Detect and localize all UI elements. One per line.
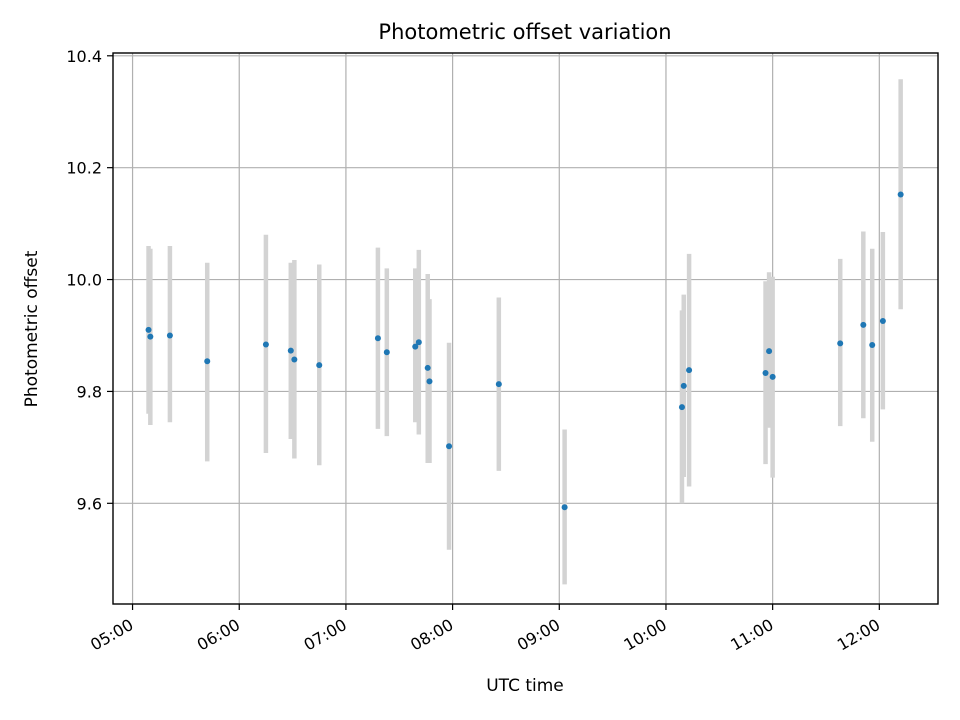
data-point [147, 333, 154, 340]
grid-lines [113, 53, 938, 604]
x-tick-label: 08:00 [407, 615, 456, 655]
plot-frame [112, 52, 939, 605]
y-tick-label: 10.0 [66, 271, 102, 290]
x-tick-label: 06:00 [194, 615, 243, 655]
data-point [426, 378, 433, 385]
data-point [837, 340, 844, 347]
data-points [145, 191, 904, 511]
data-point [204, 358, 211, 365]
data-point [680, 382, 687, 389]
data-point [287, 347, 294, 354]
data-point [383, 349, 390, 356]
data-point [766, 348, 773, 355]
data-point [262, 341, 269, 348]
y-axis-label: Photometric offset [22, 250, 42, 407]
x-tick-label: 12:00 [834, 615, 883, 655]
data-point [769, 373, 776, 380]
data-point [686, 367, 693, 374]
x-tick-label: 07:00 [300, 615, 349, 655]
data-point [424, 364, 431, 371]
x-tick-label: 11:00 [727, 615, 776, 655]
data-point [762, 369, 769, 376]
data-point [166, 332, 173, 339]
x-axis-label: UTC time [486, 676, 564, 696]
y-tick-label: 10.2 [66, 159, 102, 178]
data-point [869, 342, 876, 349]
y-tick-label: 10.4 [66, 47, 102, 66]
data-point [291, 356, 298, 363]
data-point [415, 339, 422, 346]
y-tick-label: 9.6 [77, 494, 102, 513]
data-point [897, 191, 904, 198]
axis-ticks: 05:00 06:00 07:00 08:00 09:00 10:00 11:00 12:00… [66, 47, 883, 655]
y-tick-label: 9.8 [77, 382, 102, 401]
error-bars [146, 79, 903, 585]
x-tick-label: 05:00 [87, 615, 136, 655]
data-point [446, 443, 453, 450]
data-point [561, 504, 568, 511]
data-point [860, 321, 867, 328]
data-point [374, 335, 381, 342]
data-point [316, 362, 323, 369]
data-point [495, 381, 502, 388]
data-point [412, 343, 419, 350]
data-point [145, 326, 152, 333]
x-tick-label: 09:00 [514, 615, 563, 655]
data-point [678, 404, 685, 411]
chart-title: Photometric offset variation [378, 20, 671, 44]
data-point [879, 317, 886, 324]
x-tick-label: 10:00 [621, 615, 670, 655]
